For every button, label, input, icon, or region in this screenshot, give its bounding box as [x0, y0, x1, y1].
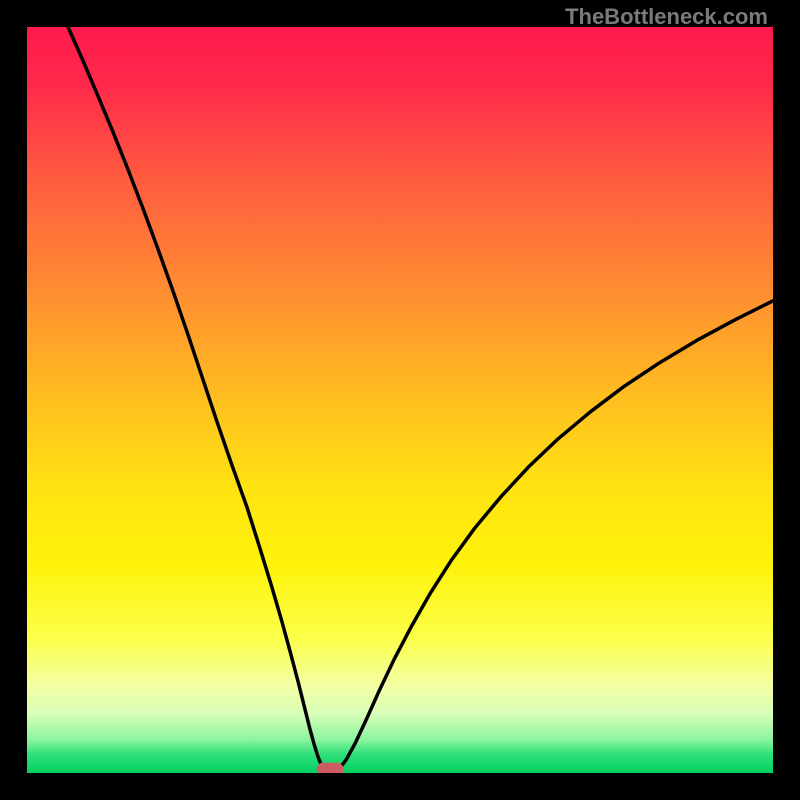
curve-overlay [27, 27, 773, 773]
frame-right [773, 0, 800, 800]
plot-area [27, 27, 773, 773]
optimum-marker [316, 763, 343, 773]
attribution-watermark: TheBottleneck.com [565, 4, 768, 30]
frame-left [0, 0, 27, 800]
bottleneck-curve [68, 27, 773, 773]
frame-bottom [0, 773, 800, 800]
bottleneck-chart-container: TheBottleneck.com [0, 0, 800, 800]
